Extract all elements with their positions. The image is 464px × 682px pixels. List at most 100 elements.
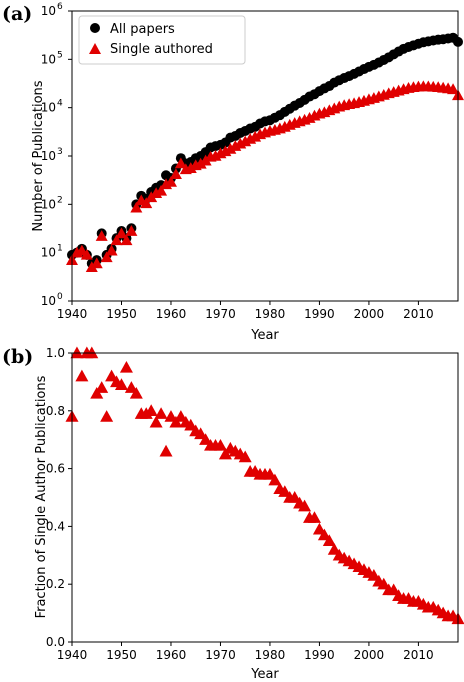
legend-marker-single-authored [89,43,101,54]
panel-b-point-single-authored-fraction [100,410,114,422]
panel-a-y-tick-label: 10 [41,197,56,211]
panel-b-x-axis-title: Year [250,667,279,682]
panel-a-point-single-authored [164,175,177,187]
panel-a-y-tick-label: 10 [41,246,56,260]
panel-b-marks [65,346,464,625]
panel-a-point-single-authored [184,162,197,173]
panel-b-x-tick-label: 1970 [205,648,236,662]
panel-b-point-single-authored-fraction [327,543,341,555]
legend-label-single-authored: Single authored [110,42,213,57]
panel-b-x-tick-label: 1950 [106,648,137,662]
panel-b-point-single-authored-fraction [154,407,168,419]
panel-a-y-tick-exponent: 5 [57,50,63,60]
panel-a-y-tick-exponent: 4 [57,99,63,109]
panel-b-point-single-authored-fraction [387,583,401,596]
panel-b-point-single-authored-fraction [288,491,302,503]
panel-a-y-tick-exponent: 1 [57,244,63,254]
panel-a-y-tick-label: 10 [41,101,56,115]
panel-b-y-tick-label: 0.2 [46,577,65,591]
panel-b-point-single-authored-fraction [159,444,173,457]
panel-b-x-ticks: 1940 1950 1960 1970 1980 1990 2000 2010 [57,642,434,662]
panel-b-point-single-authored-fraction [199,433,213,445]
panel-a-y-tick-exponent: 0 [57,292,63,302]
panel-b-point-single-authored-fraction [95,381,109,393]
legend-label-all-papers: All papers [110,22,175,37]
panel-b-point-single-authored-fraction [129,386,143,399]
panel-a-label: (a) [2,3,32,25]
panel-b-point-single-authored-fraction [367,569,381,581]
panel-b-point-single-authored-fraction [114,378,128,390]
panel-b-point-single-authored-fraction [268,473,282,486]
panel-a-point-single-authored [447,83,460,95]
panel-a-point-single-authored [155,184,168,196]
panel-a-point-single-authored [194,157,207,169]
panel-b-x-tick-label: 2000 [354,648,385,662]
panel-b-y-tick-label: 0.0 [46,635,65,649]
panel-b-point-single-authored-fraction [164,410,178,422]
panel-b-point-single-authored-fraction [307,511,321,523]
panel-b-y-axis-title: Fraction of Single Author Publications [34,375,49,618]
panel-a-x-tick-label: 1940 [57,307,88,321]
panel-a-y-tick-label: 10 [41,52,56,66]
panel-a-x-tick-label: 1990 [304,307,335,321]
panel-a-y-tick-exponent: 3 [57,147,63,157]
panel-a-point-single-authored [105,244,118,256]
panel-b-point-single-authored-fraction [322,534,336,547]
panel-b-x-tick-label: 1960 [156,648,187,662]
panel-a-y-tick-exponent: 2 [57,195,63,205]
panel-a-point-single-authored [169,168,182,180]
panel-b-point-single-authored-fraction [124,381,138,393]
legend-marker-all-papers [90,23,100,33]
panel-a-point-single-authored [110,234,123,246]
panel-b-point-single-authored-fraction [377,577,391,590]
panel-a-legend: All papers Single authored [78,15,246,65]
panel-a-x-tick-label: 2010 [403,307,434,321]
panel-a-x-tick-label: 1950 [106,307,137,321]
panel-b-point-single-authored-fraction [278,485,292,497]
panel-b-point-single-authored-fraction [105,369,119,382]
panel-a-point-single-authored [224,142,237,154]
panel-a-x-tick-label: 1960 [156,307,187,321]
panel-b-y-tick-label: 0.8 [46,404,65,418]
panel-b-point-single-authored-fraction [174,410,188,422]
panel-b-y-ticks: 0.0 0.2 0.4 0.6 0.8 1.0 [46,346,72,649]
panel-b-frame [71,352,459,643]
panel-b-point-single-authored-fraction [144,404,158,416]
panel-a-x-tick-label: 1980 [255,307,286,321]
panel-a-point-single-authored [95,230,108,241]
panel-b-x-tick-label: 2010 [403,648,434,662]
panel-b-point-single-authored-fraction [184,418,198,431]
panel-b-x-tick-label: 1980 [255,648,286,662]
panel-b-y-tick-label: 1.0 [46,346,65,360]
panel-a-x-tick-label: 1970 [205,307,236,321]
panel-a-point-single-authored [140,197,153,209]
panel-a-point-single-authored [120,234,133,246]
panel-b-point-single-authored-fraction [119,360,133,373]
panel-a-point-single-authored [115,227,128,239]
panel-a-x-axis-title: Year [250,328,279,343]
panel-a-point-single-authored [174,157,187,169]
panel-a-point-single-authored [100,251,113,263]
panel-b-point-single-authored-fraction [194,427,208,440]
panel-a-y-tick-label: 10 [41,294,56,308]
panel-b-point-single-authored-fraction [317,528,331,541]
panel-a-x-tick-label: 2000 [354,307,385,321]
panel-a-y-axis-title: Number of Publications [31,80,46,231]
panel-a-point-single-authored [130,201,143,213]
panel-b-point-single-authored-fraction [298,499,312,512]
panel-a-point-single-authored [90,257,103,269]
panel-b-point-single-authored-fraction [70,346,84,359]
panel-b-x-tick-label: 1940 [57,648,88,662]
panel-b-point-single-authored-fraction [263,467,277,480]
panel-b-point-single-authored-fraction [213,438,227,451]
panel-a-y-tick-label: 10 [41,4,56,18]
panel-a-point-single-authored [125,225,138,236]
panel-b: (b) 1940 1950 1960 1970 1980 1990 2000 2010 0.0… [2,346,464,682]
panel-b-point-single-authored-fraction [238,450,252,463]
panel-b-point-single-authored-fraction [85,346,99,359]
panel-b-y-tick-label: 0.6 [46,462,65,476]
panel-a-point-single-authored [80,248,93,260]
panel-a-x-ticks: 1940 1950 1960 1970 1980 1990 2000 2010 [57,301,434,321]
